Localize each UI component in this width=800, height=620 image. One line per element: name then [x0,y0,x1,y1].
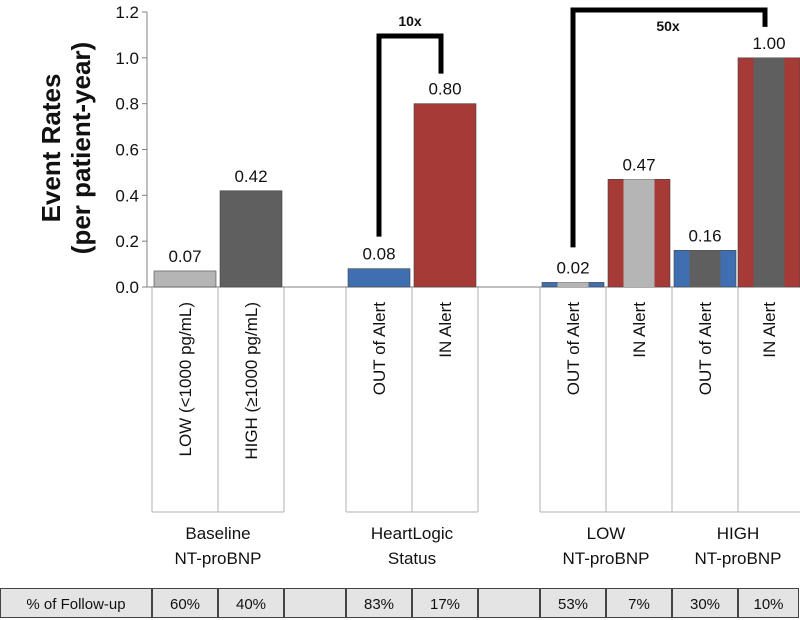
bracket-10x [376,33,444,237]
bar [219,190,283,288]
bar-inner-band [689,250,721,287]
followup-cell [218,588,284,618]
data-label: 0.16 [688,226,721,245]
group-label-line2: NT-proBNP [175,549,262,568]
y-axis-title: Event Rates (per patient-year) [36,42,96,254]
followup-cell [346,588,412,618]
bar [153,270,217,288]
group-label-line2: NT-proBNP [695,549,782,568]
y-tick-label: 0.0 [115,278,139,297]
category-label: LOW (<1000 pg/mL) [176,302,195,457]
group-label-line2: NT-proBNP [563,549,650,568]
followup-cell [672,588,738,618]
comparison-brackets: 10x 50x [376,7,768,248]
bar [347,268,411,288]
category-label: OUT of Alert [696,302,715,395]
followup-value: 10% [753,596,783,613]
y-axis-title-line2: (per patient-year) [66,42,96,254]
category-label: OUT of Alert [370,302,389,395]
y-tick-label: 0.4 [115,186,139,205]
group-labels: Baseline NT-proBNP HeartLogic Status LOW NT-p… [152,511,800,568]
bracket-50x [570,7,768,248]
followup-value: 83% [364,596,394,613]
y-axis-title-line1: Event Rates [36,74,66,223]
category-label: IN Alert [436,302,455,358]
y-tick-label: 1.2 [115,3,139,22]
data-label: 1.00 [752,34,785,53]
category-label: IN Alert [630,302,649,358]
followup-cell [738,588,799,618]
bar [413,103,477,288]
category-label: IN Alert [760,302,779,358]
category-label: OUT of Alert [564,302,583,395]
group-label-line2: Status [388,549,436,568]
followup-value: 53% [558,596,588,613]
followup-value: 60% [170,596,200,613]
group-label-line1: Baseline [185,524,250,543]
followup-table: % of Follow-up 60% 40% 83% 17% 53% 7% 30% 10% [0,588,799,618]
bar-inner-band [623,179,655,287]
y-tick-label: 0.2 [115,232,139,251]
followup-value: 7% [628,596,650,613]
followup-cell [152,588,218,618]
followup-header: % of Follow-up [26,596,125,613]
followup-value: 30% [690,596,720,613]
followup-cell [478,588,540,618]
category-labels: LOW (<1000 pg/mL) HIGH (≥1000 pg/mL) OUT o… [176,302,779,460]
data-label: 0.80 [428,80,461,99]
bar-inner-band [557,282,589,287]
data-label: 0.02 [556,258,589,277]
followup-cell [412,588,478,618]
y-tick-label: 1.0 [115,49,139,68]
followup-cell [606,588,672,618]
group-label-line1: HIGH [717,524,760,543]
bracket-50x-label: 50x [656,18,680,34]
plot-area: 0.07 0.42 0.08 0.80 0.02 0.47 0.16 1.00 [147,34,800,512]
group-label-line1: HeartLogic [371,524,454,543]
followup-cell [0,588,152,618]
category-label: HIGH (≥1000 pg/mL) [242,302,261,460]
followup-cell [540,588,606,618]
followup-value: 17% [430,596,460,613]
y-tick-label: 0.6 [115,141,139,160]
y-axis: 0.0 0.2 0.4 0.6 0.8 1.0 1.2 [115,3,148,297]
data-label: 0.42 [234,167,267,186]
y-tick-label: 0.8 [115,95,139,114]
followup-value: 40% [236,596,266,613]
data-label: 0.08 [362,245,395,264]
group-label-line1: LOW [587,524,626,543]
data-label: 0.07 [168,247,201,266]
bar-inner-band [753,57,785,288]
followup-cell [284,588,346,618]
data-label: 0.47 [622,155,655,174]
bracket-10x-label: 10x [398,13,422,29]
